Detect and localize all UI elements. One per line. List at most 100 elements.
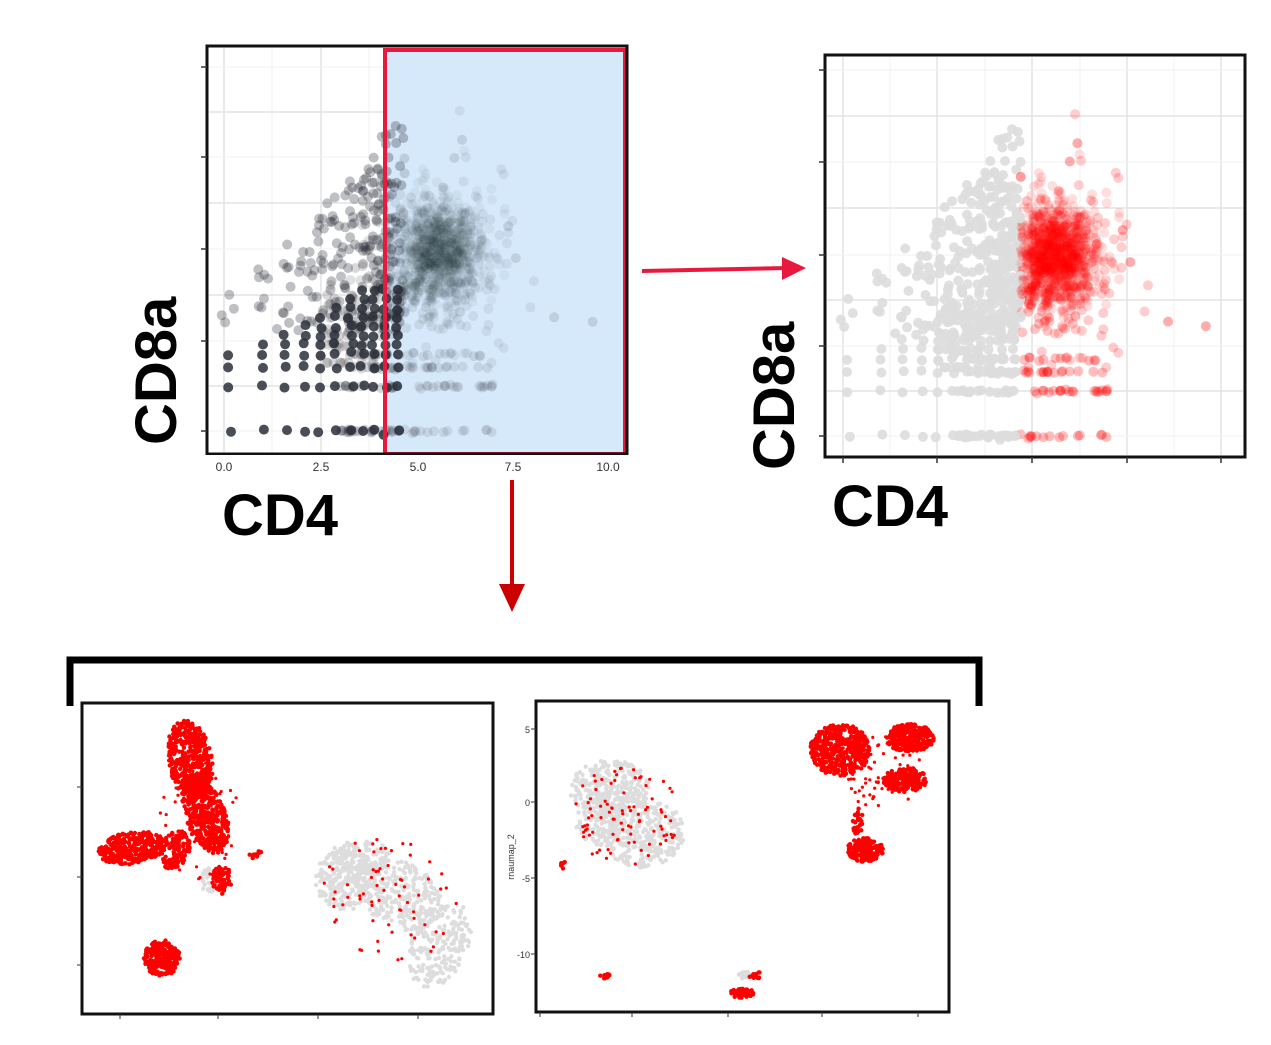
gated-cell-point [1054,432,1065,443]
gated-cell-point [1030,280,1041,291]
cell-point [328,326,339,337]
background-cell [461,905,466,910]
gated-cell-point [1018,283,1028,294]
cell-point [322,290,333,300]
cell-point [422,263,433,274]
gated-cell-point [1024,219,1035,230]
cell-point [471,243,482,254]
cell-point [369,285,380,296]
gated-cell-point [1046,260,1057,270]
cell-point [447,232,458,243]
cell-point [479,236,490,247]
cell-point [426,293,437,304]
gated-cell-point [1037,385,1048,396]
ungated-cell-point [971,345,982,356]
cell-point [456,241,467,252]
gated-cell-point [1051,251,1062,262]
gated-cell-point [1049,249,1060,260]
background-cell [416,948,421,953]
gated-cell-point [1029,265,1040,276]
ungated-cell-point [962,279,973,290]
cell-point [334,342,345,353]
gate-region-fill [385,50,625,454]
cell-point [364,241,375,252]
cell-point [484,274,495,285]
background-cell [433,916,438,921]
cell-point [424,311,435,322]
background-cell [357,853,362,858]
cell-point [409,227,420,238]
cell-point [419,274,430,285]
gated-cell-point [1041,241,1051,251]
gated-cell-point [1038,385,1049,396]
cell-point [343,305,353,316]
cell-point [458,176,469,187]
cell-point [433,217,444,228]
cell-point [457,249,468,260]
cell-point [394,362,405,373]
cell-point [400,227,411,238]
gated-cell-point [1037,246,1047,257]
cell-point [393,426,404,436]
gated-cell-point [1049,278,1060,289]
gated-cell-point [1025,299,1036,310]
gated-cell-point [1116,262,1127,273]
cell-point [438,252,449,263]
gated-cell-point [1043,237,1054,248]
cell-point [465,221,476,232]
gated-cell-point [1075,253,1086,264]
cell-point [431,232,442,243]
cell-point [443,253,454,264]
cell-point [436,239,446,250]
cell-point [356,321,367,332]
gated-cell-point [1026,201,1037,212]
cell-point [445,237,456,248]
cell-point [419,260,430,271]
cell-point [398,209,409,220]
gated-cell-point [1036,209,1047,220]
gated-cell [175,778,180,784]
cell-point [446,347,457,358]
gated-cell-point [1056,241,1066,252]
cell-point [413,241,424,252]
gated-cell-point [1061,272,1072,283]
gated-cell-point [1039,234,1050,245]
background-cell [391,865,397,870]
cell-point [329,192,340,203]
cell-point [298,247,309,257]
gated-cell-point [1080,278,1091,289]
cell-point [387,382,398,393]
cell-point [413,251,424,262]
gated-cell-point [1071,286,1082,297]
gated-cell-point [1071,224,1082,235]
gated-cell-point [1095,256,1106,267]
gated-cell-point [1027,296,1038,307]
gated-cell-point [1061,275,1072,286]
cell-point [413,206,424,217]
cell-point [431,209,442,220]
gated-cell-point [1035,264,1046,275]
gated-cell-point [1059,258,1070,269]
cell-point [391,322,402,333]
cell-point [279,349,290,360]
cell-point [416,266,427,277]
gated-cell-point [1110,167,1121,178]
gated-cell-point [1061,220,1072,230]
cell-point [463,271,474,282]
cell-point [454,231,465,242]
cell-point [334,220,344,231]
gated-cell-point [1016,221,1027,232]
background-cell [458,911,463,916]
cell-point [428,252,439,263]
gated-cell-point [1076,212,1086,223]
cell-point [501,238,512,249]
gated-cell-point [1049,257,1059,268]
cell-point [468,351,479,362]
cell-point [422,203,433,214]
gated-cell [192,726,197,732]
cell-point [425,265,436,276]
cell-point [331,238,342,249]
cell-point [461,301,472,312]
gated-cell-point [1058,263,1069,274]
gated-cell-point [1061,242,1072,253]
